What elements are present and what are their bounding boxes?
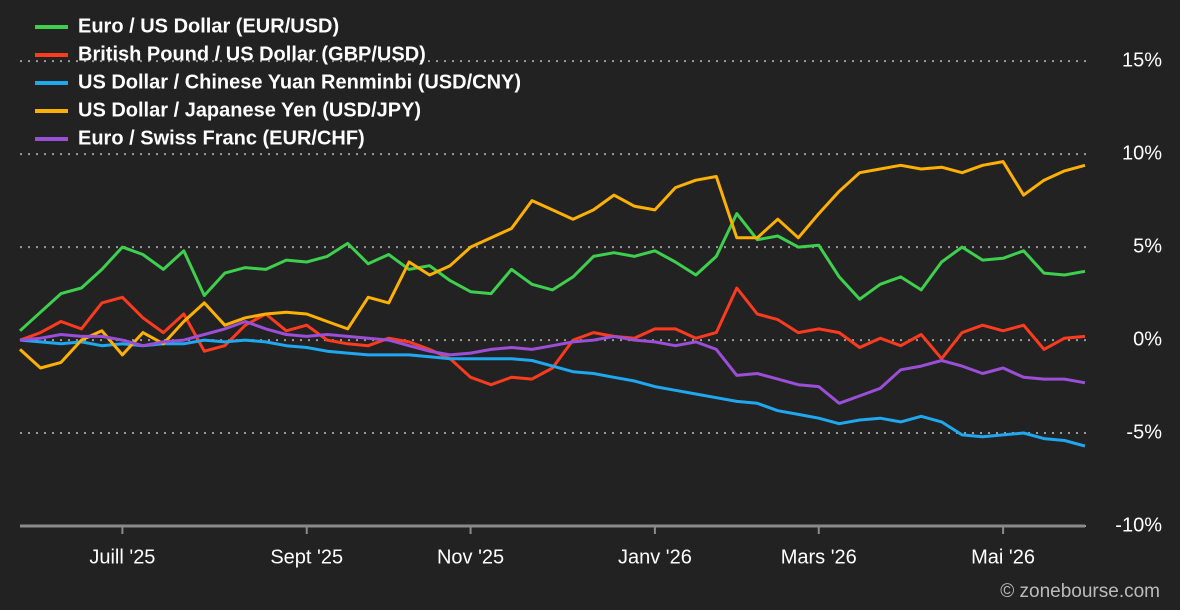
legend-label: British Pound / US Dollar (GBP/USD) (78, 43, 426, 65)
y-tick-label: 10% (1122, 142, 1162, 164)
legend-label: US Dollar / Japanese Yen (USD/JPY) (78, 99, 421, 121)
axes: 15% 10% 5% 0% -5% -10% Juill '25 Sept '25 Nov '2… (20, 49, 1162, 568)
y-tick-label: -10% (1115, 514, 1162, 536)
series-line (19, 286, 1086, 387)
series-line (19, 338, 1086, 448)
y-tick-label: 0% (1133, 328, 1162, 350)
x-tick-label: Mars '26 (781, 546, 857, 568)
legend-label: US Dollar / Chinese Yuan Renminbi (USD/C… (78, 71, 521, 93)
x-tick-label: Juill '25 (89, 546, 155, 568)
x-tick-label: Mai '26 (971, 546, 1035, 568)
x-tick-label: Sept '25 (270, 546, 343, 568)
series-line (19, 320, 1086, 405)
x-tick-label: Nov '25 (437, 546, 504, 568)
legend-label: Euro / Swiss Franc (EUR/CHF) (78, 127, 365, 149)
lines (18, 160, 1086, 448)
source: © zonebourse.com (1000, 581, 1160, 602)
x-tick-label: Janv '26 (618, 546, 692, 568)
series-line (18, 212, 1086, 332)
series-line (18, 160, 1086, 370)
legend: Euro / US Dollar (EUR/USD) British Pound … (35, 15, 521, 149)
y-tick-label: -5% (1126, 421, 1162, 443)
y-tick-label: 5% (1133, 235, 1162, 257)
y-tick-label: 15% (1122, 49, 1162, 71)
legend-label: Euro / US Dollar (EUR/USD) (78, 15, 339, 37)
